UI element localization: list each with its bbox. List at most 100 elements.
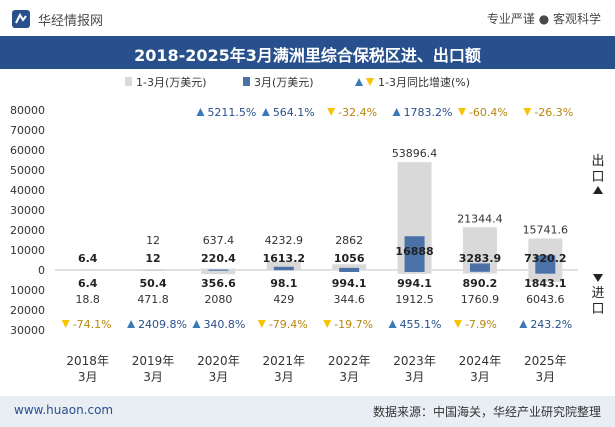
label-export-growth: 5211.5% [207,106,256,119]
legend-swatch-cum [125,77,132,86]
y-tick-label: 70000 [10,124,45,137]
side-arrow-up-icon [593,186,603,194]
label-export-month: 1056 [334,252,365,265]
label-export-growth: -32.4% [338,106,377,119]
brand-name: 华经情报网 [38,14,104,29]
growth-triangle-down [323,320,332,328]
label-export-month: 12 [145,252,160,265]
label-export-month: 16888 [395,245,433,258]
growth-triangle-down [61,320,70,328]
bar-export-cum [201,268,236,270]
label-import-month: 356.6 [201,277,236,290]
label-import-growth: 2409.8% [138,318,187,331]
side-label-import-char2: 口 [591,302,604,317]
label-import-cum: 2080 [204,293,232,306]
growth-triangle-down [257,320,266,328]
bar-export-cum [462,227,497,270]
footer: www.huaon.com 数据来源：中国海关，华经产业研究院整理 [0,396,615,427]
x-tick-label-month: 3月 [405,370,425,384]
x-tick-label-year: 2018年 [66,354,109,368]
bar-import-month [404,270,425,272]
label-export-cum: 2862 [335,234,363,247]
side-label-export-char1: 出 [591,154,604,169]
label-import-month: 1843.1 [524,277,566,290]
legend-label-cum: 1-3月(万美元) [136,76,207,89]
y-tick-label: 20000 [10,304,45,317]
tagline: 专业严谨 ● 客观科学 [486,12,601,26]
label-import-cum: 18.8 [75,293,100,306]
x-tick-label-month: 3月 [274,370,294,384]
bar-import-cum [201,270,236,275]
label-import-month: 994.1 [332,277,367,290]
brand-logo-icon [12,10,30,28]
x-tick-label-year: 2021年 [263,354,306,368]
bar-import-month [339,270,360,272]
label-import-growth: -7.9% [465,318,497,331]
growth-triangle-up [392,108,401,116]
bar-import-month [208,270,229,271]
label-import-month: 6.4 [78,277,98,290]
legend-swatch-month [243,77,250,86]
bar-import-month [469,270,490,272]
label-export-month: 6.4 [78,252,98,265]
footer-source: 数据来源：中国海关，华经产业研究院整理 [372,405,601,419]
x-tick-label-year: 2024年 [459,354,502,368]
label-import-growth: -19.7% [334,318,373,331]
label-import-month: 98.1 [270,277,297,290]
y-tick-label: 20000 [10,224,45,237]
growth-triangle-up [192,320,201,328]
x-tick-label-year: 2022年 [328,354,371,368]
label-export-cum: 53896.4 [392,147,438,160]
x-tick-label-year: 2025年 [524,354,567,368]
growth-triangle-down [457,108,466,116]
growth-triangle-up [388,320,397,328]
label-export-cum: 637.4 [203,234,235,247]
growth-triangle-down [327,108,336,116]
x-tick-label-month: 3月 [143,370,163,384]
y-tick-label: 30000 [10,324,45,337]
label-export-growth: -60.4% [469,106,508,119]
y-tick-label: 80000 [10,104,45,117]
bar-export-month [469,263,490,270]
legend-triangle-up [355,78,363,86]
x-tick-label-year: 2023年 [393,354,436,368]
label-export-month: 220.4 [201,252,236,265]
y-tick-label: 0 [38,264,45,277]
bar-import-month [535,270,556,274]
label-export-growth: 1783.2% [404,106,453,119]
bar-export-cum [266,261,301,270]
legend-label-month: 3月(万美元) [254,76,314,89]
bar-import-cum [136,270,171,271]
x-tick-label-year: 2020年 [197,354,240,368]
legend-label-growth: 1-3月同比增速(%) [378,75,470,89]
label-export-month: 1613.2 [263,252,305,265]
growth-triangle-up [127,320,136,328]
x-tick-label-month: 3月 [78,370,98,384]
x-tick-label-month: 3月 [535,370,555,384]
legend-triangle-down [366,78,374,86]
label-export-month: 7320.2 [524,252,566,265]
y-tick-label: 40000 [10,184,45,197]
y-tick-label: 50000 [10,164,45,177]
label-import-growth: 340.8% [203,318,245,331]
footer-site[interactable]: www.huaon.com [14,403,114,417]
title-bar: 2018-2025年3月满洲里综合保税区进、出口额 [0,36,615,69]
label-import-growth: -74.1% [73,318,112,331]
label-export-cum: 15741.6 [523,224,569,237]
growth-triangle-up [519,320,528,328]
side-label-import-char1: 进 [591,286,604,301]
label-import-cum: 429 [273,293,294,306]
bar-export-month [339,267,360,270]
bar-export-cum [332,264,367,270]
label-export-cum: 12 [146,234,160,247]
label-import-growth: 243.2% [530,318,572,331]
growth-triangle-down [453,320,462,328]
label-import-cum: 471.8 [137,293,169,306]
label-export-growth: -26.3% [534,106,573,119]
bar-import-cum [266,270,301,271]
chart: 1-3月(万美元) 3月(万美元) 1-3月同比增速(%) 80000 70000 600… [10,75,605,384]
x-tick-label-month: 3月 [339,370,359,384]
y-tick-label: 30000 [10,204,45,217]
growth-triangle-up [196,108,205,116]
label-import-cum: 1760.9 [461,293,500,306]
